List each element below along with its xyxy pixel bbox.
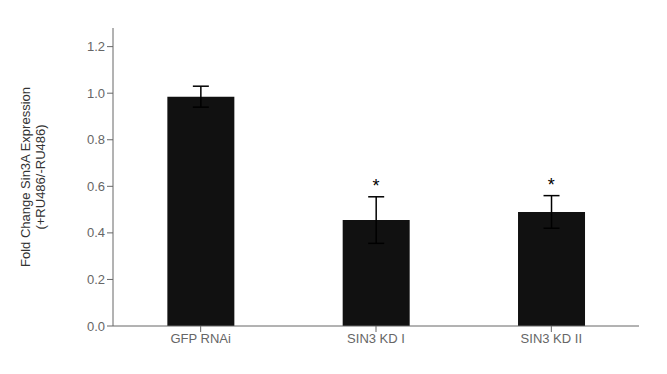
svg-text:0.4: 0.4 bbox=[87, 225, 105, 240]
svg-text:0.8: 0.8 bbox=[87, 132, 105, 147]
svg-text:1.0: 1.0 bbox=[87, 86, 105, 101]
svg-text:0.0: 0.0 bbox=[87, 319, 105, 334]
svg-text:0.2: 0.2 bbox=[87, 272, 105, 287]
svg-text:SIN3 KD II: SIN3 KD II bbox=[521, 331, 582, 346]
svg-text:Fold Change Sin3A Expression(+: Fold Change Sin3A Expression(+RU486/-RU4… bbox=[17, 87, 47, 267]
svg-text:GFP RNAi: GFP RNAi bbox=[170, 331, 231, 346]
svg-text:*: * bbox=[372, 176, 379, 196]
svg-text:1.2: 1.2 bbox=[87, 39, 105, 54]
svg-text:SIN3 KD I: SIN3 KD I bbox=[347, 331, 405, 346]
svg-text:*: * bbox=[548, 175, 555, 195]
svg-text:0.6: 0.6 bbox=[87, 179, 105, 194]
